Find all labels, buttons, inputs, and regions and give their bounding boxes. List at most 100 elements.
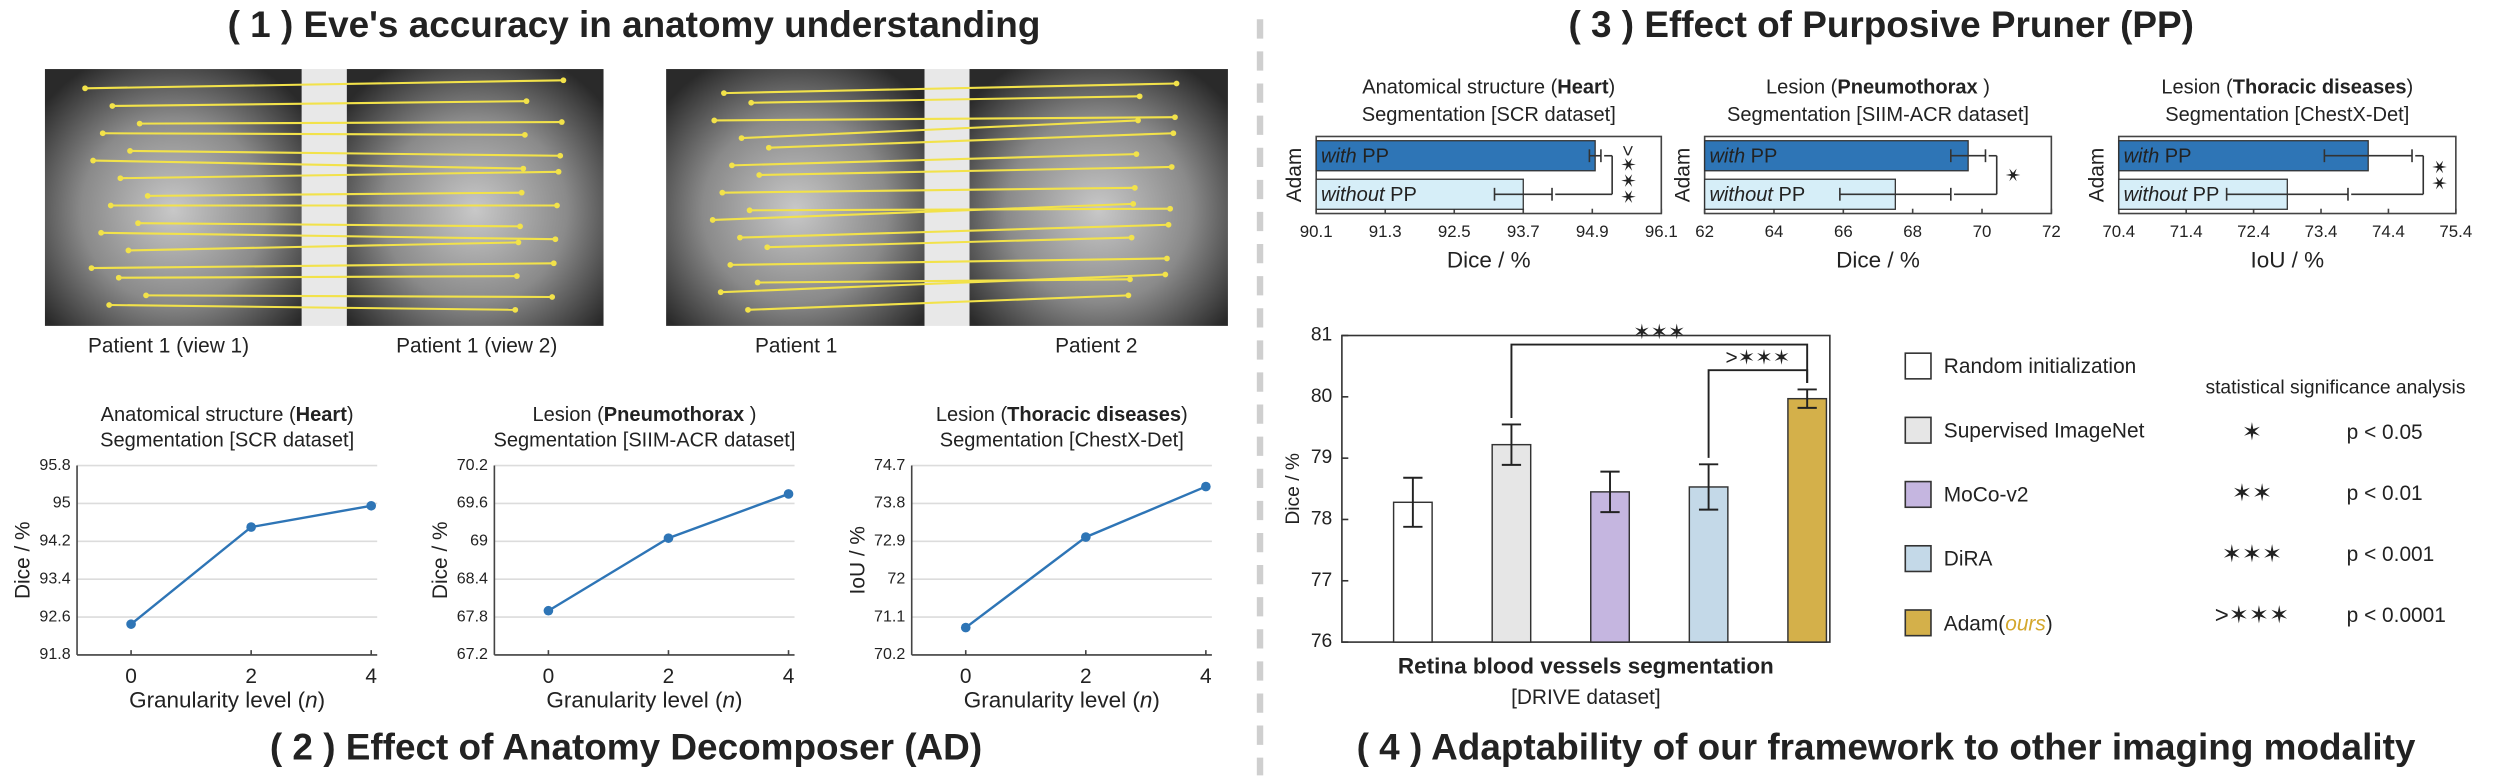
- correspondence-line: [759, 165, 1172, 177]
- x-axis-label: IoU / %: [2250, 248, 2324, 273]
- y-tick-label: 92.6: [39, 607, 70, 625]
- correspondence-line: [757, 278, 1131, 284]
- keypoint: [737, 234, 743, 241]
- xray-image: [346, 69, 604, 326]
- keypoint: [555, 168, 562, 175]
- x-tick-label: 0: [125, 665, 137, 688]
- category-label: without PP: [1709, 184, 1805, 206]
- category-label: with PP: [2124, 146, 2192, 168]
- x-axis-label-part: Granularity level (: [546, 687, 723, 712]
- legend-label: Random initialization: [1944, 355, 2136, 378]
- x-tick-label: 74.4: [2372, 222, 2405, 241]
- category-label-part: without: [2124, 184, 2189, 206]
- keypoint: [1131, 184, 1138, 191]
- correspondence-line: [739, 223, 1169, 239]
- keypoint: [721, 90, 727, 97]
- key-title: statistical significance analysis: [2205, 378, 2465, 399]
- x-tick-label: 73.4: [2305, 222, 2338, 241]
- correspondence-line: [714, 116, 1175, 122]
- chart-title: Lesion (Pneumothorax ): [532, 404, 756, 426]
- y-tick-label: 69: [470, 532, 488, 550]
- chart-subtitle: Segmentation [SCR dataset]: [100, 430, 354, 452]
- error-bar: [1588, 149, 1602, 163]
- chart-title-part: Heart: [296, 404, 348, 426]
- x-tick-label: 4: [1200, 665, 1212, 688]
- chart-title: Lesion (Pneumothorax ): [1766, 77, 1990, 99]
- keypoint: [523, 98, 530, 105]
- keypoint: [135, 220, 141, 227]
- x-tick-label: 64: [1765, 222, 1784, 241]
- data-point: [783, 489, 794, 499]
- correspondence-line: [731, 153, 1137, 167]
- keypoint: [729, 162, 735, 169]
- panel-title: ( 1 ) Eve's accuracy in anatomy understa…: [228, 4, 1041, 45]
- keypoint: [518, 189, 525, 196]
- legend-swatch: [1904, 480, 1932, 509]
- correspondence-line: [91, 262, 554, 270]
- x-axis-label-part: ): [735, 687, 742, 712]
- significance-label: ✶✶✶: [1633, 321, 1685, 344]
- error-bar: [1797, 388, 1817, 409]
- keypoint: [1130, 201, 1137, 207]
- x-tick-label: 66: [1834, 222, 1853, 241]
- category-label: without PP: [2124, 184, 2220, 206]
- keypoint: [107, 202, 114, 209]
- image-gap: [301, 69, 347, 326]
- bar: [1491, 443, 1532, 643]
- keypoint: [99, 130, 106, 137]
- category-label-part: PP: [1745, 146, 1777, 168]
- keypoint: [90, 157, 96, 164]
- keypoint: [517, 223, 523, 230]
- chart-title-part: ): [1978, 77, 1990, 99]
- y-tick-label: 72.9: [874, 532, 905, 550]
- x-axis-label: Granularity level (n): [546, 687, 742, 712]
- correspondence-line: [767, 236, 1132, 249]
- keypoint: [521, 131, 528, 138]
- legend-label: Adam(ours): [1944, 612, 2053, 635]
- keypoint: [144, 192, 151, 199]
- key-label: p < 0.01: [2347, 482, 2423, 505]
- y-tick-label: 69.6: [457, 494, 488, 512]
- x-tick-label: 0: [960, 665, 972, 688]
- keypoint: [1162, 271, 1169, 278]
- key-symbol: >✶✶✶: [2215, 602, 2290, 629]
- y-axis-label: Adam: [1283, 148, 1306, 203]
- correspondence-line: [128, 241, 519, 252]
- x-tick-label: 2: [245, 665, 257, 688]
- chart-title-part: Thoracic diseases: [1007, 404, 1181, 426]
- y-tick-label: 79: [1311, 447, 1332, 468]
- x-axis-label-part: n: [305, 687, 317, 712]
- keypoint: [1128, 234, 1135, 241]
- correspondence-line: [741, 119, 1139, 140]
- keypoint: [125, 247, 132, 254]
- image-caption: Patient 1 (view 2): [396, 334, 557, 357]
- chart-title-part: Pneumothorax: [604, 404, 744, 426]
- category-label-part: PP: [1385, 184, 1417, 206]
- y-tick-label: 78: [1311, 509, 1332, 530]
- error-bar: [1403, 476, 1423, 528]
- keypoint: [745, 306, 751, 313]
- plot-frame: [1315, 135, 1663, 215]
- keypoint: [711, 117, 718, 124]
- keypoint: [520, 165, 527, 172]
- keypoint: [143, 292, 149, 299]
- keypoint: [717, 289, 724, 296]
- correspondence-line: [112, 100, 527, 108]
- keypoint: [748, 99, 755, 106]
- y-tick-label: 76: [1311, 631, 1332, 652]
- data-point: [1201, 481, 1211, 492]
- correspondence-line: [730, 257, 1167, 266]
- keypoint: [136, 120, 143, 127]
- keypoint: [557, 152, 564, 159]
- chart-title: Anatomical structure (Heart): [1362, 77, 1615, 99]
- chart-title: Anatomical structure (Heart): [101, 404, 354, 426]
- category-label: with PP: [1321, 146, 1389, 168]
- category-label: without PP: [1321, 184, 1417, 206]
- keypoint: [764, 244, 771, 251]
- keypoint: [88, 265, 95, 271]
- chart-title-part: ): [744, 404, 756, 426]
- x-tick-label: 72: [2042, 222, 2061, 241]
- bar: [1590, 491, 1631, 643]
- keypoint: [115, 274, 122, 281]
- chart-subtitle: Segmentation [SIIM-ACR dataset]: [1727, 104, 2029, 126]
